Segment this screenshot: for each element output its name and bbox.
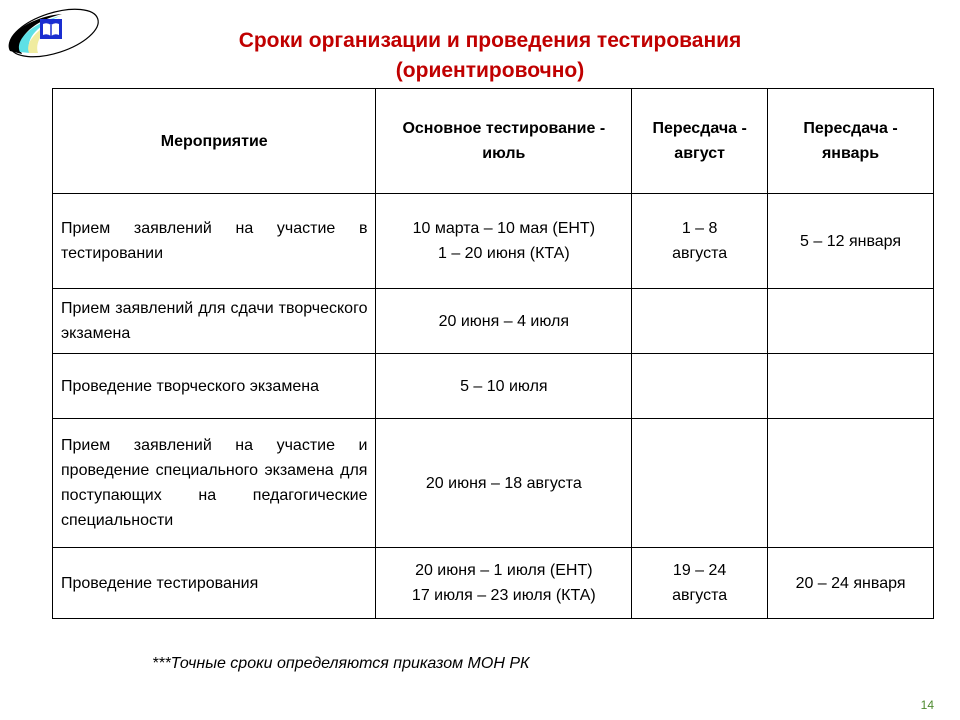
header-main: Основное тестирование - июль xyxy=(375,88,633,194)
table-row: Прием заявлений на участие в тестировани… xyxy=(51,193,934,289)
august-line-1: 19 – 24 xyxy=(672,562,727,579)
event-cell: Прием заявлений для сдачи творческого эк… xyxy=(51,288,377,354)
event-cell: Прием заявлений на участие и проведение … xyxy=(51,418,377,548)
title-line-1: Сроки организации и проведения тестирова… xyxy=(238,29,742,52)
main-line-1: 20 июня – 1 июля (ЕНТ) xyxy=(415,562,593,579)
table-header-row: Мероприятие Основное тестирование - июль… xyxy=(51,88,934,194)
january-cell xyxy=(767,418,934,548)
january-cell xyxy=(767,288,934,354)
august-line-2: августа xyxy=(672,245,728,262)
table-row: Проведение тестирования 20 июня – 1 июля… xyxy=(51,547,934,619)
footnote: ***Точные сроки определяются приказом МО… xyxy=(152,655,530,672)
page-title: Сроки организации и проведения тестирова… xyxy=(150,26,830,86)
august-line-2: августа xyxy=(672,587,728,604)
january-cell: 20 – 24 января xyxy=(767,547,934,619)
main-line-1: 10 марта – 10 мая (ЕНТ) xyxy=(412,220,596,237)
header-august: Пересдача - август xyxy=(631,88,769,194)
main-line-2: 17 июля – 23 июля (КТА) xyxy=(411,587,596,604)
event-cell: Прием заявлений на участие в тестировани… xyxy=(51,193,377,289)
table-row: Проведение творческого экзамена 5 – 10 и… xyxy=(51,353,934,419)
title-line-2: (ориентировочно) xyxy=(395,59,585,82)
august-cell xyxy=(631,353,769,419)
header-event: Мероприятие xyxy=(51,88,377,194)
page-number: 14 xyxy=(920,698,934,712)
august-cell: 1 – 8 августа xyxy=(631,193,769,289)
august-line-1: 1 – 8 xyxy=(681,220,718,237)
schedule-table: Мероприятие Основное тестирование - июль… xyxy=(51,88,934,619)
logo-open-book-icon xyxy=(8,8,99,58)
table-row: Прием заявлений на участие и проведение … xyxy=(51,418,934,548)
header-january: Пересдача - январь xyxy=(767,88,934,194)
main-cell: 20 июня – 1 июля (ЕНТ) 17 июля – 23 июля … xyxy=(375,547,633,619)
event-cell: Проведение тестирования xyxy=(51,547,377,619)
main-cell: 10 марта – 10 мая (ЕНТ) 1 – 20 июня (КТА) xyxy=(375,193,633,289)
january-cell: 5 – 12 января xyxy=(767,193,934,289)
august-cell: 19 – 24 августа xyxy=(631,547,769,619)
event-cell: Проведение творческого экзамена xyxy=(51,353,377,419)
main-cell: 20 июня – 4 июля xyxy=(375,288,633,354)
main-cell: 5 – 10 июля xyxy=(375,353,633,419)
main-line-2: 1 – 20 июня (КТА) xyxy=(437,245,570,262)
table-row: Прием заявлений для сдачи творческого эк… xyxy=(51,288,934,354)
august-cell xyxy=(631,288,769,354)
january-cell xyxy=(767,353,934,419)
main-cell: 20 июня – 18 августа xyxy=(375,418,633,548)
august-cell xyxy=(631,418,769,548)
